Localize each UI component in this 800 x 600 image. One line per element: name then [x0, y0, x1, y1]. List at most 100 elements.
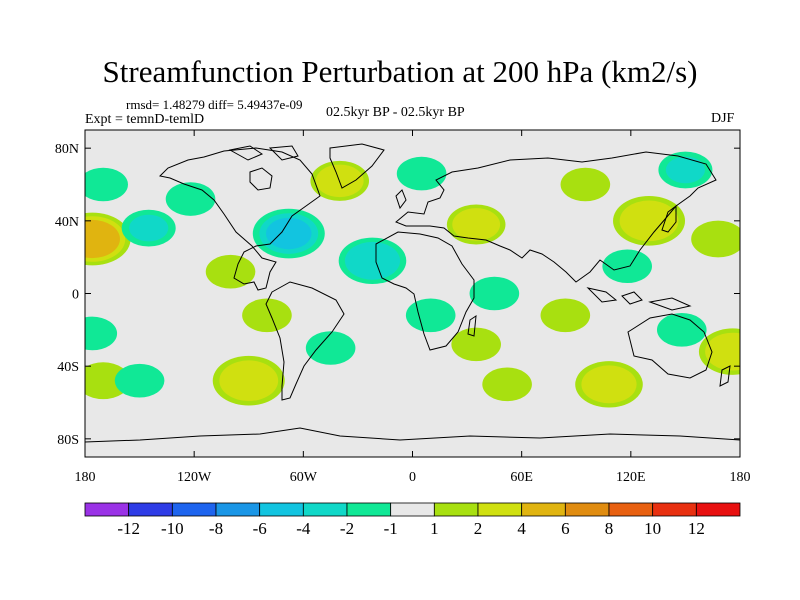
y-tick-label: 80S [57, 433, 79, 448]
anomaly-high [560, 167, 611, 202]
anomaly-high [212, 355, 285, 406]
coastline-indonesia [586, 287, 692, 311]
colorbar-swatch [390, 502, 435, 517]
coastline-antarctica [85, 427, 740, 443]
anomaly-low [338, 237, 407, 284]
y-tick-label: 0 [72, 288, 79, 303]
x-tick-label: 60W [290, 470, 318, 485]
anomaly-band [85, 223, 115, 255]
coastline-hudson-bay [249, 167, 273, 191]
coastline-greenland [329, 143, 385, 189]
anomaly-band [476, 281, 513, 306]
anomaly-high [613, 196, 686, 246]
anomaly-band [85, 321, 111, 346]
y-tick-label: 80N [55, 142, 79, 157]
colorbar-label: -1 [384, 519, 398, 538]
colorbar-label: 12 [688, 519, 705, 538]
anomaly-band [225, 365, 272, 397]
colorbar-swatch [433, 502, 479, 517]
anomaly-low [396, 156, 447, 191]
anomaly-low [85, 316, 118, 351]
season-label: DJF [711, 111, 735, 126]
anomaly-low [114, 363, 165, 398]
colorbar-label: -10 [161, 519, 184, 538]
anomaly-high [575, 361, 643, 408]
anomaly-high [85, 212, 131, 266]
experiment-label: Expt = temnD-temlD [85, 112, 205, 127]
anomaly-band [457, 211, 495, 238]
y-tick-label: 40S [57, 360, 79, 375]
stats-line: rmsd= 1.48279 diff= 5.49437e-09 [126, 97, 303, 112]
coastline-africa [375, 231, 475, 351]
anomaly-low [405, 298, 456, 333]
anomaly-band [212, 259, 249, 284]
anomaly-high [205, 254, 256, 289]
x-tick-label: 120E [616, 470, 646, 485]
anomaly-high [242, 298, 292, 333]
anomaly-low [121, 209, 176, 247]
coastline-madagascar [467, 314, 477, 337]
anomaly-high [482, 367, 532, 402]
colorbar-label: -12 [117, 519, 140, 538]
coastline-new-zealand [719, 365, 731, 387]
colorbar-swatch [652, 502, 697, 517]
colorbar-swatch [259, 502, 304, 517]
colorbar-swatch [84, 502, 130, 517]
colorbar-swatch [521, 502, 566, 517]
anomaly-high [446, 204, 506, 245]
anomaly-band [698, 225, 738, 253]
x-tick-label: 0 [409, 470, 416, 485]
x-tick-label: 180 [730, 470, 751, 485]
anomaly-layer [85, 151, 740, 408]
anomaly-band [85, 172, 122, 197]
coastline-south-america [265, 281, 345, 401]
anomaly-band [663, 317, 700, 343]
period-label: 02.5kyr BP - 02.5kyr BP [326, 105, 465, 120]
x-tick-label: 180 [75, 470, 96, 485]
x-tick-label: 60E [510, 470, 533, 485]
anomaly-band [489, 372, 526, 397]
colorbar-swatch [695, 502, 741, 517]
anomaly-low [656, 313, 707, 347]
coastline-arctic-islands [228, 145, 299, 161]
anomaly-low [85, 167, 128, 202]
colorbar-label: 6 [561, 519, 570, 538]
anomaly-band [172, 186, 209, 212]
anomaly-band [626, 205, 672, 237]
anomaly-band [567, 172, 604, 197]
map-axes: 180 120W 60W 0 60E 120E 180 80N 40N 0 40S 80S [55, 130, 751, 485]
anomaly-band [458, 332, 495, 357]
coastline-japan [661, 205, 677, 233]
colorbar-swatch [346, 502, 392, 517]
anomaly-high [451, 327, 501, 362]
colorbar-swatch [128, 502, 173, 517]
anomaly-high [691, 220, 740, 258]
x-tick-label: 120W [177, 470, 212, 485]
anomaly-band [265, 217, 312, 250]
colorbar-swatch [477, 502, 523, 517]
colorbar-label: 8 [605, 519, 614, 538]
colorbar-swatch [215, 502, 261, 517]
coastline-australia [627, 313, 713, 379]
map-title: Streamfunction Perturbation at 200 hPa (… [102, 54, 698, 89]
coastline-eurasia [395, 151, 717, 283]
colorbar-label: -2 [340, 519, 354, 538]
colorbar-swatch [564, 502, 610, 517]
anomaly-band [665, 156, 706, 184]
colorbar-label: -8 [209, 519, 223, 538]
coastline-britain [395, 189, 407, 210]
anomaly-low [165, 182, 216, 216]
anomaly-band [547, 303, 584, 328]
colorbar-label: 1 [430, 519, 439, 538]
anomaly-low [305, 331, 356, 365]
anomaly-band [312, 335, 349, 361]
anomaly-low [469, 276, 520, 311]
anomaly-band [85, 367, 123, 394]
anomaly-band [711, 336, 740, 367]
colorbar-swatch [171, 502, 217, 517]
anomaly-band [121, 368, 158, 393]
y-tick-label: 40N [55, 215, 79, 230]
coastline-north-america [158, 147, 321, 291]
anomaly-low [252, 208, 325, 259]
